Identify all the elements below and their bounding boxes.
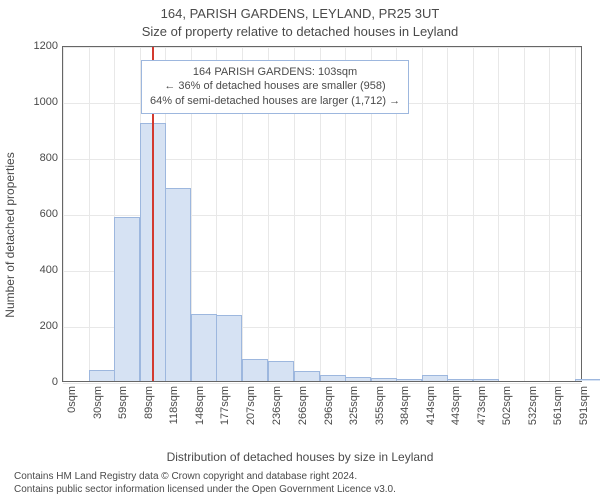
histogram-bar	[575, 379, 600, 381]
y-tick-label: 0	[52, 376, 58, 388]
x-tick-label: 236sqm	[271, 386, 283, 425]
y-tick-label: 400	[40, 264, 58, 276]
histogram-bar	[191, 314, 217, 381]
x-tick-label: 355sqm	[374, 386, 386, 425]
info-box: 164 PARISH GARDENS: 103sqm← 36% of detac…	[141, 60, 409, 115]
info-box-line: 64% of semi-detached houses are larger (…	[150, 94, 400, 109]
histogram-bar	[320, 375, 346, 381]
x-tick-label: 89sqm	[143, 386, 155, 419]
x-tick-label: 177sqm	[219, 386, 231, 425]
chart-title: 164, PARISH GARDENS, LEYLAND, PR25 3UT	[0, 6, 600, 21]
histogram-bar	[242, 359, 268, 381]
histogram-bar	[114, 217, 140, 381]
y-tick-label: 1200	[34, 40, 58, 52]
chart-subtitle: Size of property relative to detached ho…	[0, 24, 600, 39]
x-tick-label: 443sqm	[450, 386, 462, 425]
y-tick-label: 600	[40, 208, 58, 220]
y-tick-label: 200	[40, 320, 58, 332]
x-tick-label: 59sqm	[117, 386, 129, 419]
x-tick-label: 561sqm	[552, 386, 564, 425]
histogram-bar	[268, 361, 294, 381]
info-box-line: 164 PARISH GARDENS: 103sqm	[150, 65, 400, 80]
x-axis-label: Distribution of detached houses by size …	[0, 450, 600, 464]
histogram-bar	[294, 371, 320, 381]
x-tick-label: 207sqm	[245, 386, 257, 425]
x-tick-label: 384sqm	[399, 386, 411, 425]
attribution: Contains HM Land Registry data © Crown c…	[14, 471, 396, 496]
histogram-bar	[473, 379, 499, 381]
x-tick-label: 296sqm	[323, 386, 335, 425]
x-tick-label: 414sqm	[425, 386, 437, 425]
plot-area: 164 PARISH GARDENS: 103sqm← 36% of detac…	[62, 46, 582, 382]
histogram-bar	[165, 188, 191, 381]
histogram-bar	[371, 378, 397, 381]
histogram-bar	[447, 379, 473, 381]
x-tick-label: 148sqm	[194, 386, 206, 425]
chart-container: { "chart": { "type": "histogram", "title…	[0, 0, 600, 500]
x-tick-label: 325sqm	[348, 386, 360, 425]
attribution-line: Contains HM Land Registry data © Crown c…	[14, 471, 396, 484]
histogram-bar	[396, 379, 422, 381]
y-axis-label: Number of detached properties	[3, 152, 17, 317]
histogram-bar	[216, 315, 242, 381]
y-tick-label: 1000	[34, 96, 58, 108]
x-tick-label: 118sqm	[168, 386, 180, 424]
x-tick-label: 591sqm	[578, 386, 590, 425]
x-tick-label: 30sqm	[92, 386, 104, 419]
attribution-line: Contains public sector information licen…	[14, 484, 396, 497]
info-box-line: ← 36% of detached houses are smaller (95…	[150, 79, 400, 94]
histogram-bar	[345, 377, 371, 381]
x-tick-label: 502sqm	[501, 386, 513, 425]
histogram-bar	[422, 375, 448, 381]
x-tick-label: 0sqm	[66, 386, 78, 413]
x-tick-label: 266sqm	[297, 386, 309, 425]
histogram-bar	[89, 370, 115, 381]
x-tick-label: 532sqm	[527, 386, 539, 425]
x-tick-label: 473sqm	[476, 386, 488, 425]
y-tick-label: 800	[40, 152, 58, 164]
